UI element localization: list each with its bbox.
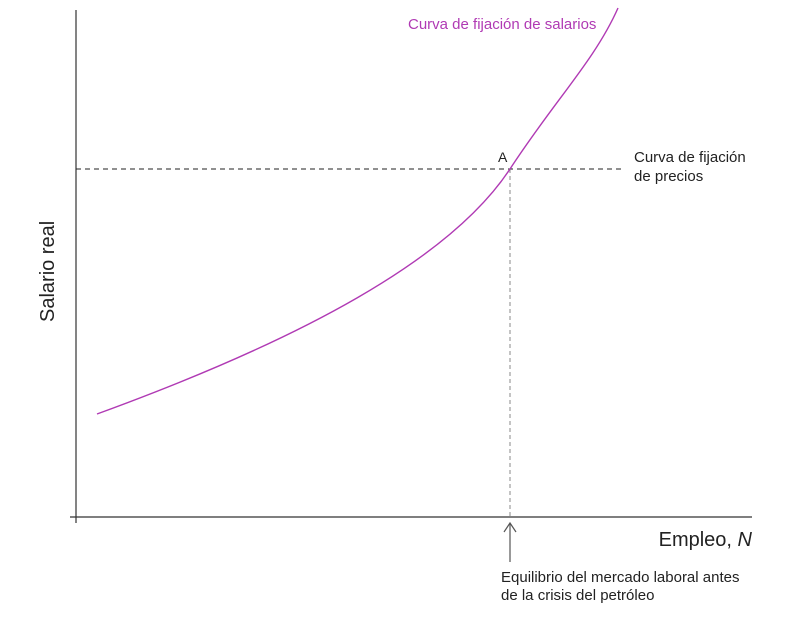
point-a-label: A: [498, 149, 508, 165]
x-axis-label-variable: N: [738, 529, 753, 551]
wage-setting-curve: [96, 7, 619, 415]
x-axis-label-text: Empleo,: [659, 529, 738, 551]
annotation-line1: Equilibrio del mercado laboral antes: [501, 569, 739, 586]
y-axis-label: Salario real: [37, 221, 59, 322]
annotation-line2: de la crisis del petróleo: [501, 587, 654, 604]
x-axis-label: Empleo, N: [659, 529, 753, 551]
annotation-arrow-head: [503, 521, 517, 533]
wage-curve-label: Curva de fijación de salarios: [408, 16, 596, 33]
price-curve-label-line2: de precios: [634, 168, 703, 185]
price-curve-label-line1: Curva de fijación: [634, 149, 746, 166]
